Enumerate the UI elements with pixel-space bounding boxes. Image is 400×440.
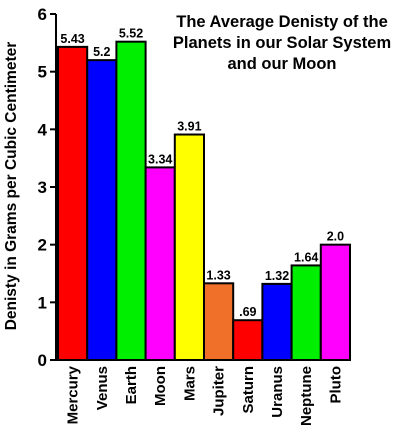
y-tick-label: 0 <box>38 351 47 370</box>
y-tick-label: 4 <box>38 120 48 139</box>
data-labels: 5.43 5.2 5.52 3.34 3.91 1.33 .69 1.32 1.64 2.0 <box>60 27 344 320</box>
x-tick-label: Neptune <box>298 366 315 426</box>
bar <box>173 133 206 361</box>
bar <box>203 282 235 362</box>
y-tick-label: 3 <box>38 178 47 197</box>
chart-title: The Average Denisty of the Planets in ou… <box>172 13 392 73</box>
x-tick-label: Pluto <box>327 366 344 404</box>
data-label: 1.33 <box>206 268 230 282</box>
y-tick-label: 5 <box>38 63 47 82</box>
bar <box>86 59 118 362</box>
bar <box>319 243 351 362</box>
x-tick-label: Venus <box>94 366 111 410</box>
x-tick-label: Earth <box>123 366 140 404</box>
x-tick-label: Saturn <box>240 366 257 414</box>
x-tick-label: Uranus <box>269 366 286 418</box>
bars <box>57 40 351 362</box>
data-label: 5.52 <box>119 27 143 41</box>
x-axis-tick-labels: Mercury Venus Earth Moon Mars Jupiter Saturn Ur… <box>65 365 345 426</box>
y-tick-label: 1 <box>38 293 47 312</box>
data-label: 5.2 <box>93 45 110 59</box>
y-tick-label: 2 <box>38 236 47 255</box>
bar <box>115 40 147 362</box>
data-label: 2.0 <box>327 230 344 244</box>
x-tick-label: Jupiter <box>211 366 228 416</box>
bar <box>144 166 176 361</box>
data-label: 1.32 <box>265 269 289 283</box>
y-tick-label: 6 <box>38 5 47 24</box>
bar <box>57 45 89 362</box>
x-tick-label: Moon <box>152 366 169 406</box>
data-label: 3.34 <box>148 152 172 166</box>
bar <box>232 319 264 361</box>
y-axis-ticks: 0 1 2 3 4 5 6 <box>38 5 56 370</box>
data-label: 5.43 <box>60 32 84 46</box>
x-tick-label: Mercury <box>65 365 82 424</box>
x-tick-label: Mars <box>181 366 198 401</box>
data-label: .69 <box>239 305 256 319</box>
data-label: 3.91 <box>177 120 201 134</box>
bar <box>261 282 293 362</box>
data-label: 1.64 <box>294 250 318 264</box>
bar <box>290 264 322 361</box>
